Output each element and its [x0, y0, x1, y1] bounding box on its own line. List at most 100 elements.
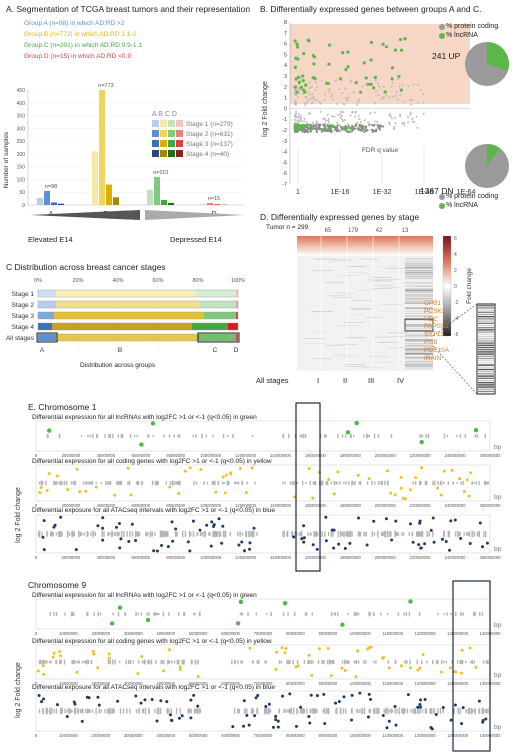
e-bg-point [406, 660, 408, 664]
e-bg-point [141, 709, 144, 713]
d-zoom-stripe [478, 368, 494, 371]
e-bg-point [450, 612, 452, 616]
b-point-gray [354, 110, 357, 113]
e-sig-point [205, 523, 209, 527]
e-bg-point [373, 708, 375, 714]
d-heat-stripe [405, 310, 433, 312]
e-bg-point [152, 480, 154, 486]
b-point-gray [306, 100, 309, 103]
b-point-down-green [321, 128, 325, 132]
b-point-gray [330, 95, 333, 98]
a-tick-label: 450 [17, 88, 26, 94]
d-heat-stripe [405, 325, 433, 327]
e-sig-point [276, 719, 280, 723]
b-point-down [347, 124, 350, 128]
e-sig-point [408, 599, 413, 604]
e-sig-point [114, 525, 118, 529]
b-point-down [364, 125, 367, 128]
e-bg-point [394, 659, 397, 665]
panel-e-title: E. Chromosome 1 [28, 402, 97, 412]
d-heat-stripe-faint [377, 341, 398, 343]
e-bg-point [55, 660, 58, 664]
e-bg-point [455, 611, 457, 617]
e-bg-point [459, 707, 461, 715]
d-bar-tick: -6 [454, 332, 459, 338]
b-point-gray [311, 85, 314, 88]
e-bg-point [118, 532, 120, 536]
e-bg-point [316, 709, 318, 713]
e-sig-point [192, 693, 196, 697]
b-point-down-green [360, 125, 364, 129]
e-bg-point [159, 531, 162, 537]
e-bg-point [154, 611, 156, 617]
e-bg-point [162, 611, 165, 617]
b-point-down [372, 124, 375, 127]
e-bg-point [158, 612, 160, 616]
e-bg-point [354, 612, 357, 616]
b-point-down [371, 130, 374, 134]
b-point-gray [388, 114, 391, 117]
e-bg-point [292, 707, 295, 715]
e-sig-point [329, 674, 333, 678]
e-bg-point [424, 480, 427, 486]
e-x-tick: 50000000 [189, 631, 208, 636]
d-heat-stripe [405, 353, 433, 355]
b-point-gray [314, 81, 317, 84]
e-sig-point [87, 696, 91, 700]
e-bg-point [196, 708, 198, 714]
e-sig-point [107, 656, 111, 660]
e-bg-point [53, 708, 55, 714]
e-bg-point [104, 434, 106, 438]
e-bg-point [484, 530, 487, 538]
e-bg-point [300, 530, 303, 538]
b-x-tick: 1 [296, 189, 300, 196]
e-bg-point [77, 660, 80, 664]
e-bg-point [238, 709, 241, 713]
e-bg-point [294, 611, 296, 617]
e-bg-point [138, 531, 141, 537]
e-bg-point [405, 611, 408, 617]
b-point-down [348, 130, 352, 133]
e-sig-point [235, 621, 241, 626]
b-point-up-green [369, 82, 373, 86]
e-bg-point [239, 531, 241, 537]
e-bg-point [137, 481, 140, 485]
e-bg-point [278, 709, 280, 713]
e-bg-point [237, 708, 239, 714]
e-bg-point [356, 611, 358, 617]
e-sig-point [307, 653, 311, 657]
e-bg-point [386, 612, 389, 616]
e-bg-point [406, 708, 409, 714]
e-bg-point [336, 707, 338, 715]
e-bg-point [152, 434, 154, 438]
e-bg-point [463, 532, 465, 536]
b-point-up-green [399, 88, 403, 92]
e-bg-point [270, 611, 272, 617]
e-bg-point [167, 707, 169, 715]
d-zoom-stripe [478, 379, 494, 382]
e-sig-point [96, 524, 100, 528]
e-bg-point [301, 434, 303, 438]
e-sig-point [231, 725, 235, 729]
e-sig-point [440, 670, 444, 674]
e-bg-point [257, 659, 260, 665]
e-sig-point [66, 488, 70, 492]
e-bg-point [296, 660, 299, 664]
e-unit: bp [494, 494, 502, 501]
e-bg-point [313, 530, 315, 538]
a-legend-label: Stage 4 (n=40) [186, 151, 229, 158]
a-count-label: n=201 [153, 170, 168, 176]
b-point-down [324, 128, 327, 131]
e-bg-point [373, 433, 376, 439]
e-sig-point [440, 537, 444, 541]
e-bg-point [363, 532, 365, 536]
b-point-down-green [296, 124, 300, 128]
e-bg-point [467, 708, 470, 714]
b-point-down-green [294, 127, 298, 131]
e-bg-point [447, 481, 450, 485]
b-point-gray [303, 117, 306, 120]
e-sig-point [390, 538, 394, 542]
e-x-tick: 10000000 [59, 681, 78, 686]
e-bg-point [87, 434, 89, 438]
e-bg-point [246, 481, 248, 485]
